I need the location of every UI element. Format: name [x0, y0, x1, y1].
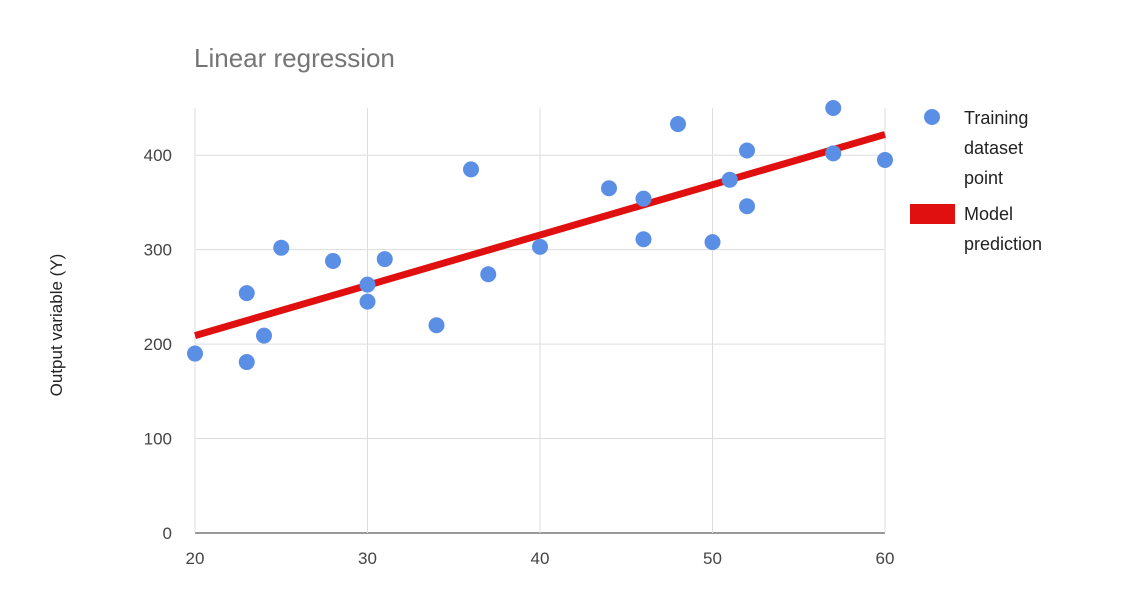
- y-axis-title: Output variable (Y): [47, 254, 66, 397]
- y-tick-label: 300: [144, 241, 172, 260]
- x-axis-ticks: 20 30 40 50 60: [186, 549, 895, 568]
- legend-label-model: prediction: [964, 234, 1042, 254]
- training-point: [825, 100, 842, 116]
- legend-label-model: Model: [964, 204, 1013, 224]
- x-tick-label: 40: [531, 549, 550, 568]
- y-tick-label: 400: [144, 146, 172, 165]
- y-tick-label: 0: [163, 524, 172, 543]
- training-point: [238, 354, 255, 371]
- training-point: [463, 161, 479, 178]
- model-prediction-line: [194, 131, 886, 339]
- training-point: [739, 142, 755, 159]
- training-point: [359, 276, 376, 293]
- training-point: [238, 285, 255, 302]
- training-point: [877, 151, 893, 168]
- grid: [194, 108, 886, 534]
- training-point: [480, 266, 497, 283]
- legend-label-training: point: [964, 168, 1003, 188]
- training-point: [428, 317, 445, 334]
- training-point: [825, 145, 842, 162]
- training-point: [739, 198, 755, 215]
- y-tick-label: 200: [144, 335, 172, 354]
- training-point: [359, 293, 376, 310]
- legend-label-training: dataset: [964, 138, 1023, 158]
- legend-marker-training: [924, 109, 940, 125]
- y-tick-label: 100: [144, 430, 172, 449]
- training-point: [187, 345, 203, 362]
- training-point: [635, 190, 652, 207]
- chart-title: Linear regression: [194, 43, 395, 73]
- training-point: [273, 239, 290, 256]
- training-point: [601, 180, 617, 197]
- training-point: [721, 171, 738, 188]
- legend-label-training: Training: [964, 108, 1028, 128]
- x-tick-label: 60: [876, 549, 895, 568]
- legend-marker-model: [910, 204, 955, 224]
- training-points-series: [187, 100, 893, 371]
- x-tick-label: 20: [186, 549, 205, 568]
- training-point: [635, 231, 652, 248]
- training-point: [532, 238, 548, 255]
- training-point: [325, 253, 341, 269]
- x-tick-label: 30: [358, 549, 377, 568]
- training-point: [256, 327, 272, 344]
- legend: Training dataset point Model prediction: [910, 108, 1042, 254]
- training-point: [704, 234, 721, 251]
- model-prediction-series: [194, 131, 886, 339]
- training-point: [670, 116, 686, 133]
- training-point: [376, 251, 393, 268]
- y-axis-ticks: 0 100 200 300 400: [144, 146, 172, 543]
- x-tick-label: 50: [703, 549, 722, 568]
